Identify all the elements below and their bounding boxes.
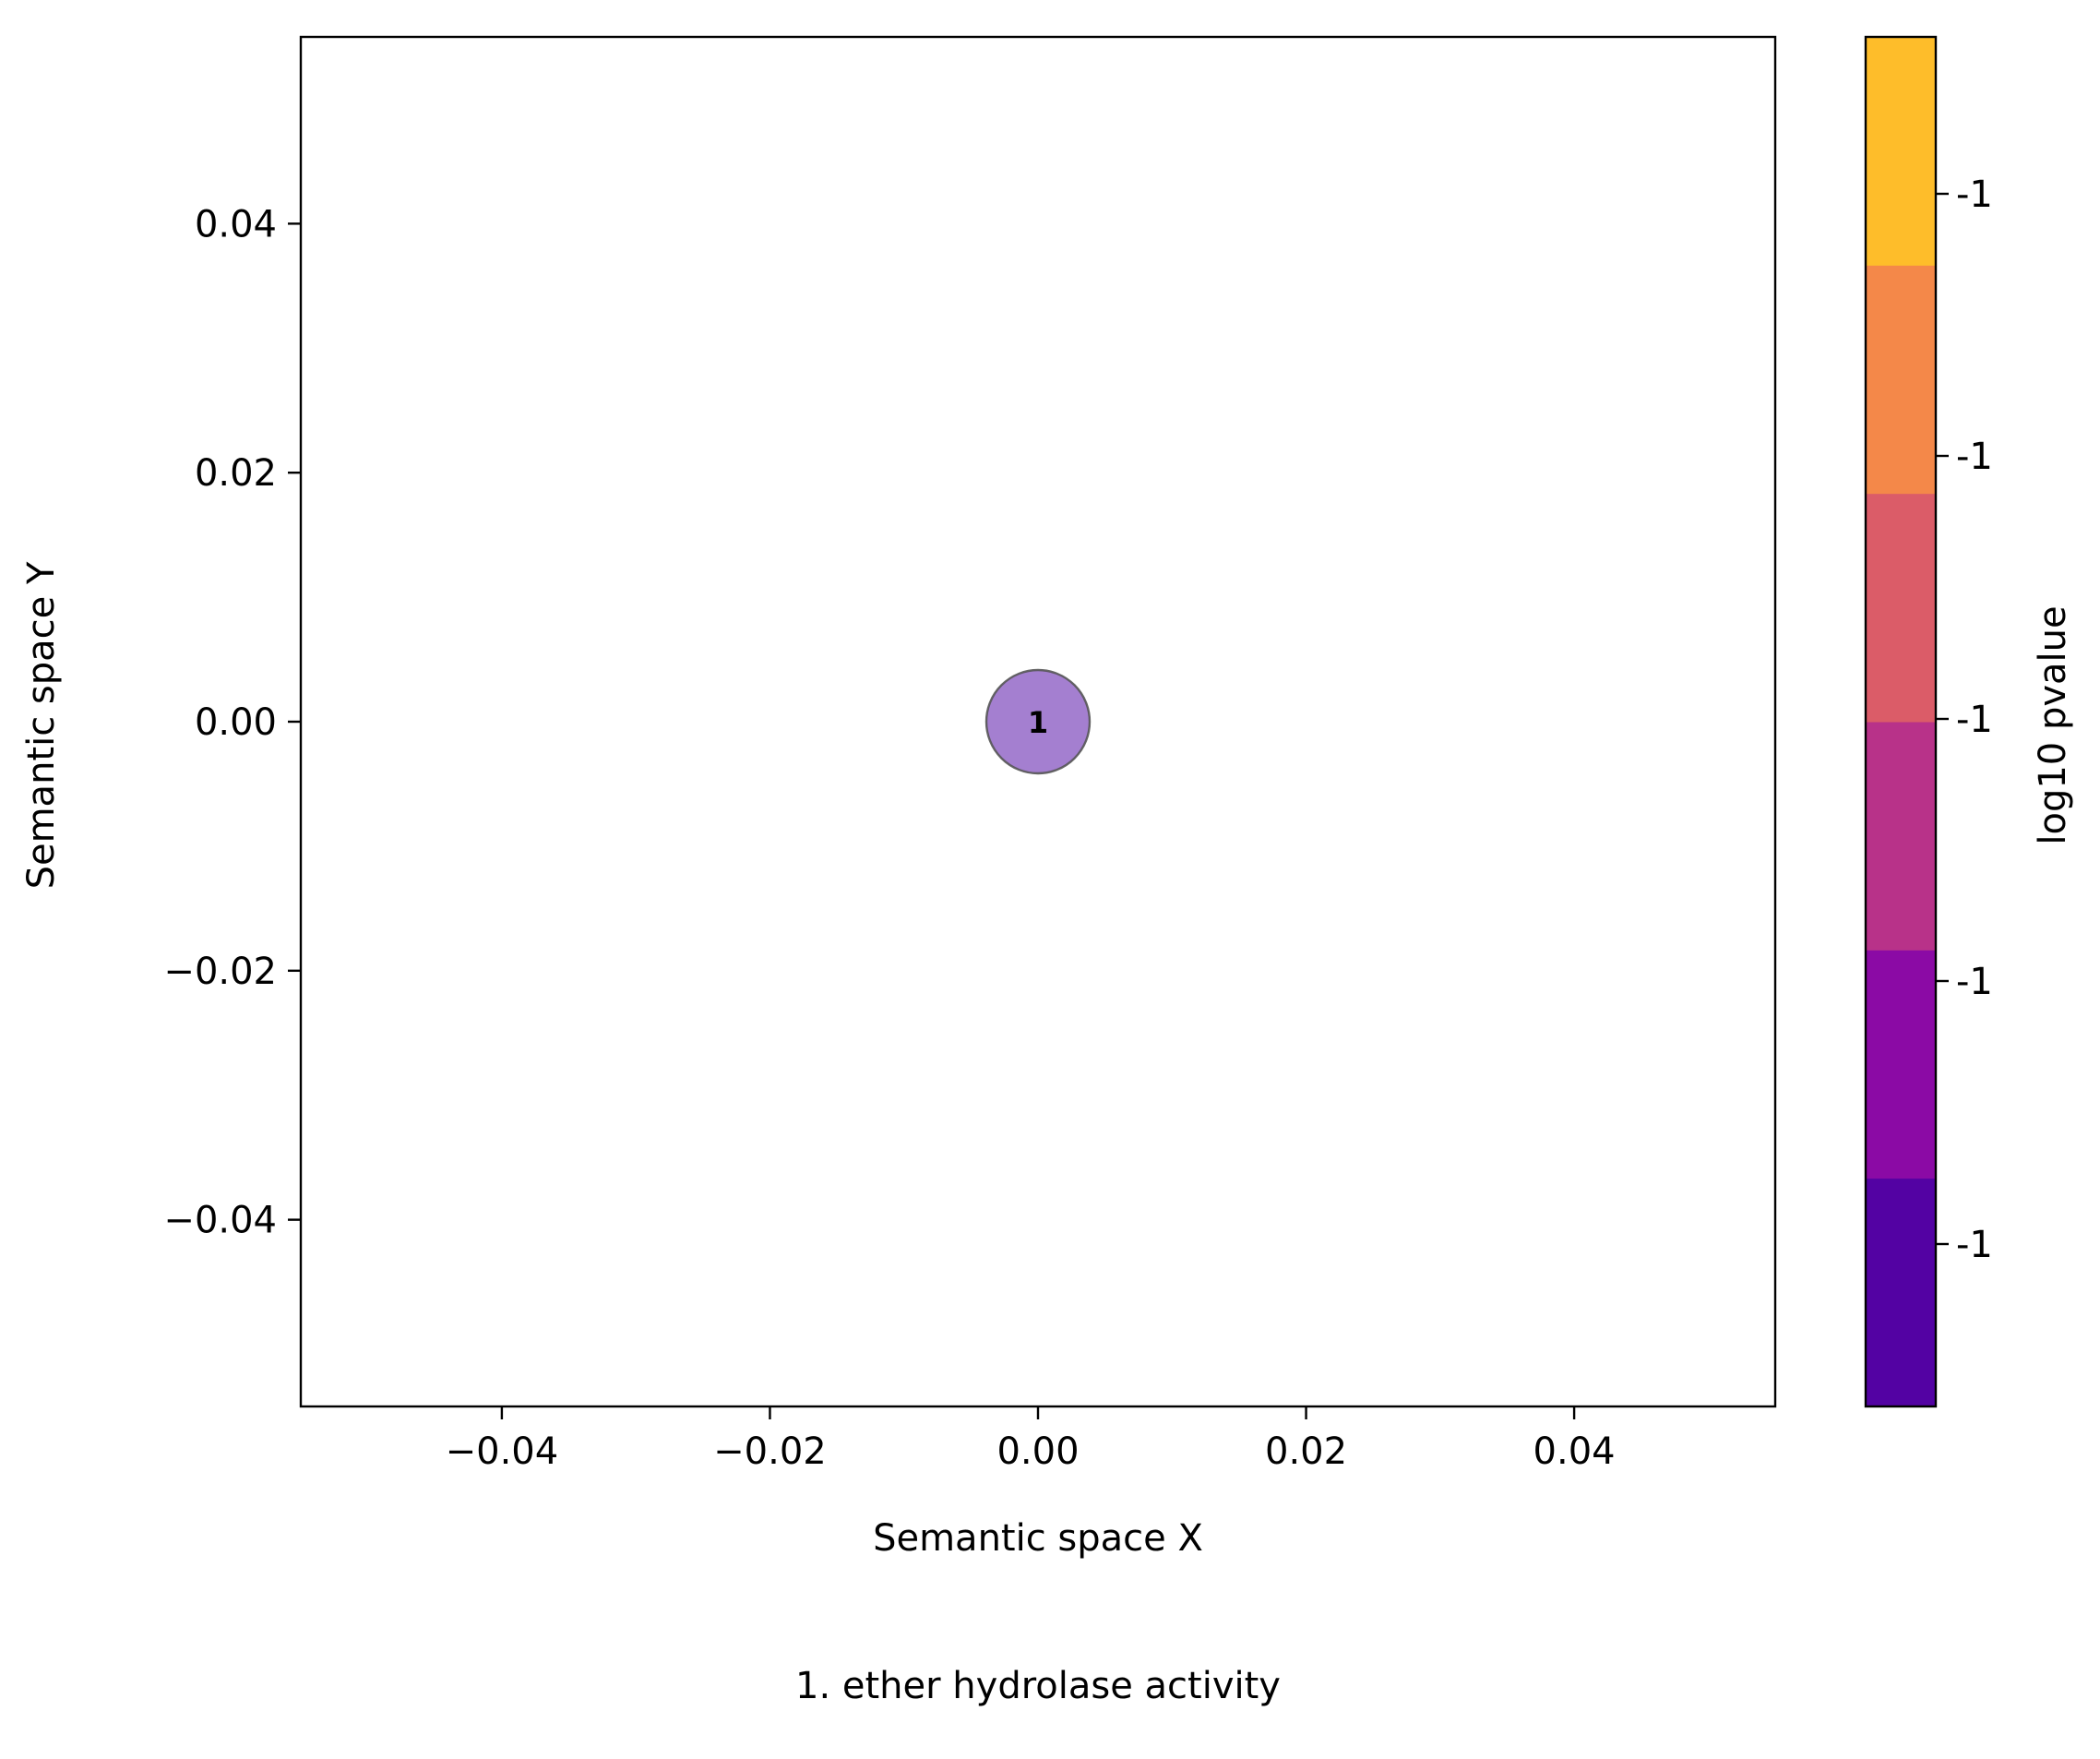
y-tick-label: 0.00 [195, 701, 277, 744]
colorbar-segment [1866, 950, 1936, 1179]
colorbar-tick-label: -1 [1956, 174, 1993, 216]
x-tick-label: −0.02 [713, 1430, 827, 1473]
colorbar-segment [1866, 265, 1936, 495]
colorbar-label: log10 pvalue [2032, 605, 2074, 844]
colorbar-segment [1866, 722, 1936, 951]
x-tick-label: −0.04 [446, 1430, 559, 1473]
colorbar-segment [1866, 1178, 1936, 1407]
x-tick-label: 0.00 [996, 1430, 1079, 1473]
x-tick-label: 0.04 [1533, 1430, 1616, 1473]
colorbar-segment [1866, 493, 1936, 723]
colorbar: -1 -1 -1 -1 -1 [1864, 35, 1993, 1408]
point-label: 1 [1028, 705, 1048, 740]
points-layer: 1 [984, 668, 1092, 775]
y-tick-label: 0.02 [195, 452, 277, 495]
y-tick-label: −0.02 [163, 951, 277, 993]
colorbar-tick-label: -1 [1956, 1224, 1993, 1266]
x-axis-label: Semantic space X [873, 1517, 1203, 1560]
y-axis: −0.04 −0.02 0.00 0.02 0.04 [163, 203, 301, 1242]
colorbar-tick-label: -1 [1956, 699, 1993, 741]
x-tick-label: 0.02 [1265, 1430, 1347, 1473]
colorbar-tick-label: -1 [1956, 436, 1993, 478]
annotation-legend: 1. ether hydrolase activity [795, 1665, 1281, 1707]
colorbar-frame [1864, 35, 1938, 1408]
x-axis: −0.04 −0.02 0.00 0.02 0.04 [446, 1406, 1616, 1473]
y-tick-label: −0.04 [163, 1200, 277, 1242]
y-axis-label: Semantic space Y [20, 561, 63, 889]
colorbar-tick-label: -1 [1956, 961, 1993, 1003]
y-tick-label: 0.04 [195, 203, 277, 245]
colorbar-segment [1866, 37, 1936, 266]
scatter-point [984, 668, 1092, 775]
